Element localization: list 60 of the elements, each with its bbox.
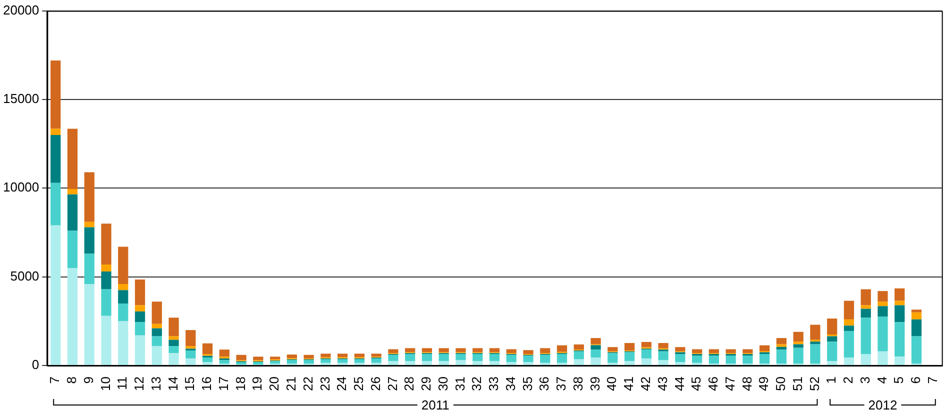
y-tick-label: 20000 [2,2,40,18]
x-tick-label: 10 [98,376,113,392]
x-tick-label: 9 [80,376,96,384]
x-tick-label: 32 [469,376,484,392]
x-tick-label: 7 [924,376,940,384]
x-tick-label: 21 [283,376,298,392]
x-tick-label: 31 [452,376,468,392]
x-tick-label: 38 [570,376,586,392]
x-tick-label: 52 [806,376,822,392]
text: 2012 [868,398,898,413]
x-tick-label: 29 [418,376,434,392]
x-tick-label: 4 [874,376,890,384]
x-tick-label: 6 [908,376,924,384]
x-tick-label: 43 [654,376,670,392]
x-tick-label: 49 [756,376,772,392]
x-tick-label: 42 [638,376,653,392]
x-tick-label: 22 [300,376,316,392]
x-tick-label: 17 [216,376,231,392]
x-tick-label: 3 [857,376,872,384]
x-tick-label: 12 [132,376,147,392]
x-tick-label: 28 [402,376,417,392]
x-tick-label: 26 [368,376,383,392]
x-tick-label: 46 [706,376,721,392]
y-tick-label: 5000 [10,268,40,284]
x-tick-label: 24 [334,376,350,392]
x-tick-label: 27 [384,376,400,392]
x-tick-label: 20 [266,376,282,392]
x-tick-label: 30 [435,376,450,392]
text: 2011 [421,398,450,413]
x-tick-label: 36 [536,376,552,392]
x-tick-label: 37 [554,376,569,392]
x-tick-label: 34 [502,376,518,392]
x-tick-label: 48 [739,376,754,392]
x-tick-label: 40 [604,376,620,392]
x-tick-label: 5 [891,376,906,384]
y-tick-label: 10000 [2,180,40,195]
x-tick-label: 50 [773,376,788,392]
x-tick-label: 23 [317,376,332,392]
x-tick-label: 16 [199,376,214,392]
x-tick-label: 1 [824,376,839,384]
x-tick-label: 45 [688,376,704,392]
x-tick-label: 41 [621,376,636,392]
x-tick-label: 51 [790,376,805,392]
x-tick-label: 44 [672,376,687,392]
x-tick-label: 33 [486,376,502,392]
x-tick-label: 2 [840,376,856,384]
x-tick-label: 18 [232,376,248,392]
x-tick-label: 25 [351,376,366,392]
x-tick-label: 7 [47,376,62,384]
x-tick-label: 8 [64,376,80,384]
x-tick-label: 39 [587,376,602,392]
x-tick-label: 14 [165,376,180,392]
x-tick-label: 19 [250,376,265,392]
x-tick-label: 13 [148,376,164,392]
y-tick-label: 0 [32,357,40,372]
y-tick-label: 15000 [2,91,40,106]
x-tick-label: 11 [114,376,130,390]
x-tick-label: 35 [520,376,535,392]
x-tick-label: 47 [722,376,738,392]
x-tick-label: 15 [182,376,198,392]
